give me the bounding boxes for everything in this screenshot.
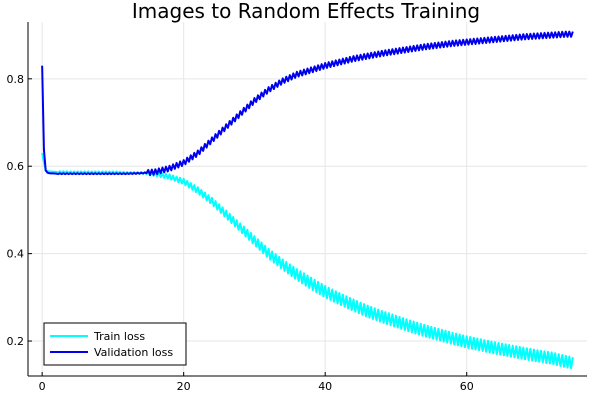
- x-tick-label-3: 60: [460, 380, 474, 393]
- chart-title: Images to Random Effects Training: [132, 0, 480, 23]
- y-tick-label-1: 0.4: [7, 248, 25, 261]
- legend: Train loss Validation loss: [43, 322, 187, 366]
- legend-label-0: Train loss: [93, 330, 145, 343]
- series-layer: [41, 30, 574, 370]
- legend-box: [43, 322, 187, 366]
- x-tick-label-2: 40: [318, 380, 332, 393]
- y-tick-label-2: 0.6: [7, 160, 25, 173]
- series-line-1: [41, 30, 574, 177]
- y-tick-label-0: 0.2: [7, 335, 25, 348]
- x-tick-label-1: 20: [177, 380, 191, 393]
- series-line-0: [41, 152, 574, 370]
- axes: [27, 22, 587, 377]
- y-tick-label-3: 0.8: [7, 73, 25, 86]
- x-tick-label-0: 0: [39, 380, 46, 393]
- legend-label-1: Validation loss: [94, 346, 173, 359]
- tick-labels: 0 20 40 60 0.2 0.4 0.6 0.8: [7, 73, 474, 393]
